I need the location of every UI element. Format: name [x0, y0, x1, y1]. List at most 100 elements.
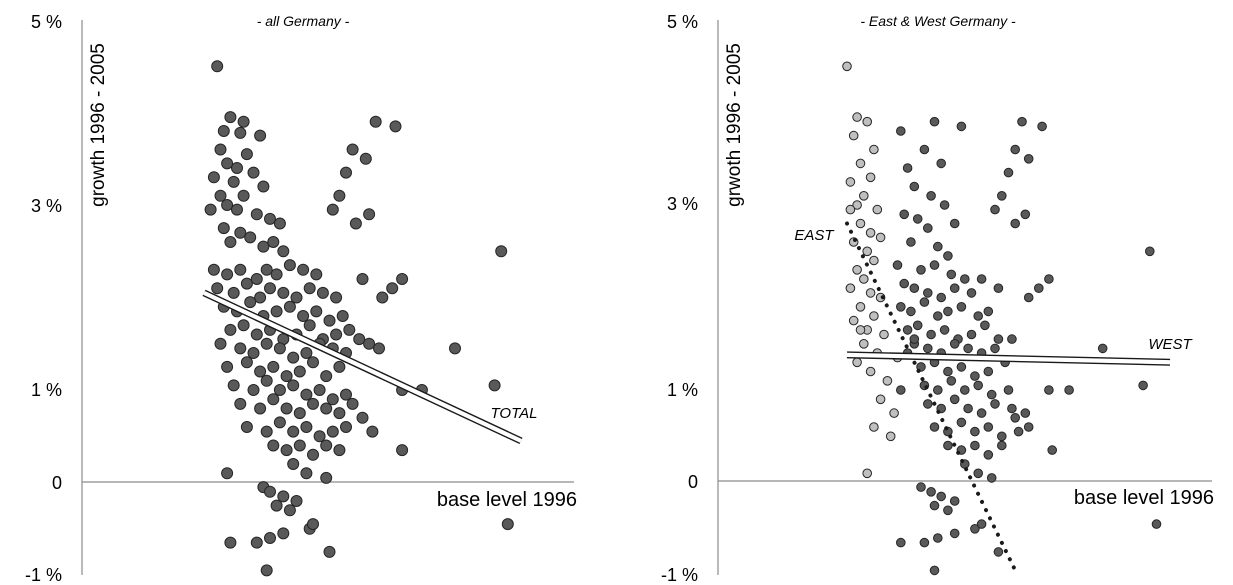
scatter-point [307, 518, 319, 531]
scatter-point [488, 379, 501, 392]
scatter-point [273, 217, 286, 230]
scatter-point [297, 263, 310, 276]
scatter-point [865, 366, 876, 377]
scatter-point [250, 208, 263, 221]
scatter-point [1023, 292, 1034, 303]
scatter-points [204, 60, 514, 577]
scatter-point [923, 223, 933, 233]
scatter-point [936, 292, 947, 303]
scatter-point [267, 393, 280, 406]
scatter-point [343, 323, 356, 336]
scatter-point [389, 120, 402, 133]
scatter-point [336, 310, 349, 322]
scatter-point [247, 384, 260, 396]
scatter-point [234, 342, 247, 355]
scatter-point [270, 305, 283, 318]
scatter-point [221, 157, 234, 170]
y-axis-label: growth 1996 - 2005 [88, 43, 109, 207]
scatter-point [227, 286, 240, 299]
scatter-point [1017, 116, 1027, 127]
scatter-point [949, 283, 960, 294]
scatter-point [287, 458, 300, 470]
scatter-point [244, 231, 257, 244]
chart-east-west-germany: 5 % 3 % 1 % 0 -1 % grwoth 1996 - 2005 - … [661, 12, 1214, 585]
scatter-point [970, 371, 980, 381]
scatter-point [254, 402, 267, 415]
scatter-point [1097, 343, 1108, 354]
scatter-point [869, 422, 879, 432]
trend-line-west-inner [846, 352, 1171, 365]
scatter-point [247, 347, 260, 359]
scatter-point [926, 191, 936, 201]
chart-title: - East & West Germany - [860, 13, 1016, 29]
scatter-point [949, 218, 960, 229]
trend-line-total-inner [203, 290, 522, 443]
scatter-point [290, 291, 303, 304]
scatter-point [990, 343, 1000, 354]
scatter-point [227, 175, 240, 188]
scatter-point [356, 411, 369, 424]
scatter-point [270, 268, 283, 281]
scatter-point [326, 203, 339, 216]
scatter-point [1023, 422, 1034, 432]
scatter-point [899, 278, 910, 289]
scatter-point [240, 277, 253, 290]
scatter-point [990, 204, 1000, 215]
scatter-point [287, 351, 300, 364]
scatter-point [1064, 385, 1074, 395]
scatter-point [340, 166, 352, 179]
scatter-point [1037, 121, 1047, 132]
scatter-point [495, 245, 508, 258]
scatter-point [912, 320, 923, 331]
scatter-point [919, 297, 930, 307]
scatter-point [303, 282, 316, 295]
scatter-point [869, 311, 879, 321]
scatter-point [300, 467, 313, 480]
scatter-point [970, 440, 980, 451]
scatter-point [872, 204, 883, 215]
scatter-point [845, 177, 856, 187]
scatter-point [264, 532, 276, 544]
trend-label-east: EAST [794, 227, 835, 244]
scatter-point [943, 440, 953, 451]
scatter-point [983, 366, 994, 377]
scatter-point [234, 126, 247, 139]
scatter-point [986, 389, 997, 400]
scatter-point [273, 416, 286, 429]
scatter-point [896, 126, 906, 136]
y-tick-label: 0 [688, 472, 698, 492]
scatter-point [267, 360, 280, 373]
scatter-point [902, 325, 913, 335]
scatter-point [280, 402, 293, 415]
scatter-point [865, 172, 876, 183]
scatter-point [889, 408, 899, 418]
scatter-point [264, 212, 276, 225]
scatter-point [267, 439, 280, 452]
scatter-point [896, 385, 906, 395]
scatter-point [943, 366, 953, 377]
scatter-point [933, 533, 943, 543]
scatter-point [207, 263, 220, 276]
scatter-point [277, 286, 290, 299]
scatter-point [376, 291, 389, 304]
scatter-point [970, 426, 980, 437]
scatter-point [923, 343, 933, 354]
scatter-point [875, 232, 886, 243]
scatter-point [976, 274, 987, 284]
scatter-point [214, 143, 227, 156]
scatter-point [221, 467, 234, 480]
scatter-point [363, 208, 376, 221]
scatter-point [956, 362, 967, 372]
scatter-point [396, 273, 409, 285]
scatter-point [273, 384, 286, 396]
scatter-point [943, 306, 953, 317]
scatter-point [240, 421, 253, 433]
scatter-point [340, 421, 352, 433]
scatter-point [250, 273, 263, 285]
scatter-point [501, 518, 514, 531]
scatter-point [902, 163, 913, 173]
scatter-point [369, 115, 382, 128]
scatter-point [231, 162, 243, 174]
scatter-point [949, 394, 960, 405]
scatter-point [896, 537, 906, 548]
